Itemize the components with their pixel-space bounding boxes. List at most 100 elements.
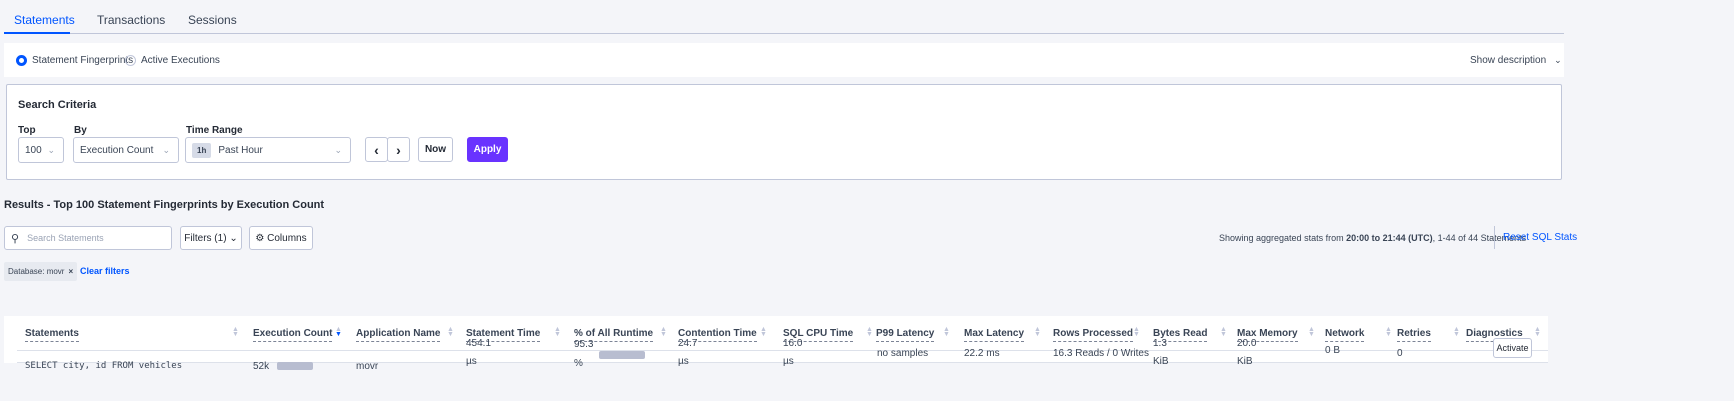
by-value: Execution Count	[80, 144, 154, 156]
search-icon: ⚲	[11, 232, 20, 245]
sort-icon[interactable]: ▲ ▼	[447, 326, 454, 338]
chevron-down-icon: ⌄	[229, 232, 238, 244]
cell-application: movr	[356, 361, 379, 372]
column-header[interactable]: Bytes Read	[1153, 328, 1208, 342]
cell-retries: 0	[1397, 348, 1403, 359]
time-back-button[interactable]: ‹	[365, 137, 388, 162]
chevron-left-icon: ‹	[374, 141, 379, 158]
show-description-toggle[interactable]: Show description ⌄	[1470, 55, 1562, 66]
cell-pct-unit: %	[574, 358, 583, 369]
time-forward-button[interactable]: ›	[387, 137, 410, 162]
cell-p99: no samples	[877, 348, 929, 359]
top-select[interactable]: 100 ⌄	[18, 137, 64, 163]
cell-network: 0 B	[1325, 345, 1341, 356]
search-placeholder: Search Statements	[27, 233, 104, 243]
stats-summary: Showing aggregated stats from 20:00 to 2…	[1219, 233, 1526, 243]
cell-contention: 24.7	[678, 338, 698, 349]
cell-statement-time: 454.1	[466, 338, 492, 349]
cell-max-memory: 20.0	[1237, 338, 1257, 349]
statements-table: Statements ▲ ▼ Execution Count ▲ ▼ Application…	[4, 316, 1548, 372]
column-header[interactable]: % of All Runtime	[574, 328, 654, 342]
sort-icon[interactable]: ▲ ▼	[1133, 326, 1140, 338]
table-row[interactable]: SELECT city, id FROM vehicles 52k movr 4…	[17, 338, 1548, 372]
sort-icon[interactable]: ▲ ▼	[1385, 326, 1392, 338]
column-header[interactable]: Execution Count	[253, 328, 333, 342]
top-label: Top	[18, 125, 36, 136]
chevron-down-icon: ⌄	[47, 145, 55, 155]
cell-cpu: 16.0	[783, 338, 803, 349]
column-header[interactable]: P99 Latency	[876, 328, 935, 342]
cell-contention-unit: µs	[678, 356, 689, 367]
sort-icon[interactable]: ▲ ▼	[660, 326, 667, 338]
sort-icon[interactable]: ▲ ▼	[1453, 326, 1460, 338]
row-divider	[17, 362, 1548, 363]
cell-rows-processed: 16.3 Reads / 0 Writes	[1053, 348, 1149, 359]
radio-selected-icon	[16, 55, 27, 66]
stats-range: 20:00 to 21:44 (UTC)	[1346, 233, 1433, 243]
tab-divider	[4, 33, 1564, 34]
cell-statement[interactable]: SELECT city, id FROM vehicles	[25, 361, 183, 371]
cell-bytes-read: 1.3	[1153, 338, 1167, 349]
column-header[interactable]: SQL CPU Time	[783, 328, 854, 342]
tab-statements[interactable]: Statements	[14, 13, 75, 27]
cell-max-latency: 22.2 ms	[964, 348, 1000, 359]
apply-button[interactable]: Apply	[467, 137, 508, 162]
filter-chip-label: Database: movr	[8, 267, 65, 276]
view-mode-bar: Statement Fingerprints Active Executions…	[4, 43, 1564, 77]
sort-icon[interactable]: ▲ ▼	[760, 326, 767, 338]
cell-statement-time-unit: µs	[466, 356, 477, 367]
chevron-right-icon: ›	[396, 141, 401, 158]
radio-statement-fingerprints[interactable]: Statement Fingerprints	[16, 55, 133, 66]
runtime-bar	[599, 351, 645, 359]
now-button[interactable]: Now	[418, 137, 453, 162]
column-header[interactable]: Statements	[25, 328, 79, 342]
tab-sessions[interactable]: Sessions	[188, 13, 237, 27]
execution-count-bar	[277, 362, 313, 370]
clear-filters-link[interactable]: Clear filters	[80, 266, 130, 276]
search-criteria-title: Search Criteria	[18, 99, 97, 111]
column-header[interactable]: Statement Time	[466, 328, 541, 342]
search-criteria-panel: Search Criteria Top By Time Range 100 ⌄ E…	[6, 84, 1562, 180]
column-header[interactable]: Network	[1325, 328, 1365, 342]
cell-cpu-unit: µs	[783, 356, 794, 367]
radio-label: Statement Fingerprints	[32, 55, 134, 66]
by-select[interactable]: Execution Count ⌄	[73, 137, 179, 163]
sort-icon[interactable]: ▲ ▼	[335, 326, 342, 338]
sort-icon[interactable]: ▲ ▼	[1308, 326, 1315, 338]
column-header[interactable]: Rows Processed	[1053, 328, 1134, 342]
column-header[interactable]: Retries	[1397, 328, 1431, 342]
filters-button[interactable]: Filters (1) ⌄	[180, 226, 242, 250]
cell-pct-runtime: 95.3	[574, 339, 594, 350]
filter-chip-database: Database: movr ×	[4, 262, 78, 281]
columns-button[interactable]: ⚙ Columns	[249, 226, 313, 250]
columns-label: Columns	[267, 232, 307, 244]
sort-icon[interactable]: ▲ ▼	[1534, 326, 1541, 338]
tab-transactions[interactable]: Transactions	[97, 13, 166, 27]
time-range-select[interactable]: 1h Past Hour ⌄	[185, 137, 351, 163]
cell-bytes-read-unit: KiB	[1153, 356, 1169, 367]
column-header[interactable]: Max Memory	[1237, 328, 1298, 342]
time-badge: 1h	[192, 142, 212, 158]
cell-execution-count: 52k	[253, 361, 270, 372]
sort-icon[interactable]: ▲ ▼	[232, 326, 239, 338]
sort-icon[interactable]: ▲ ▼	[1034, 326, 1041, 338]
show-description-label: Show description	[1470, 55, 1547, 66]
sort-icon[interactable]: ▲ ▼	[1220, 326, 1227, 338]
column-header[interactable]: Max Latency	[964, 328, 1025, 342]
sort-icon[interactable]: ▲ ▼	[943, 326, 950, 338]
radio-unselected-icon	[125, 55, 136, 66]
top-value: 100	[25, 144, 42, 156]
activate-diagnostics-button[interactable]: Activate	[1493, 338, 1532, 358]
time-range-label: Time Range	[186, 125, 243, 136]
chevron-down-icon: ⌄	[1554, 55, 1562, 65]
column-header[interactable]: Contention Time	[678, 328, 757, 342]
sort-icon[interactable]: ▲ ▼	[554, 326, 561, 338]
reset-sql-stats-link[interactable]: Reset SQL Stats	[1503, 232, 1578, 243]
search-statements-input[interactable]: ⚲ Search Statements	[4, 226, 172, 250]
gear-icon: ⚙	[255, 232, 265, 244]
stats-prefix: Showing aggregated stats from	[1219, 233, 1347, 243]
radio-active-executions[interactable]: Active Executions	[125, 55, 220, 66]
column-header[interactable]: Application Name	[356, 328, 441, 342]
close-icon[interactable]: ×	[68, 267, 74, 276]
sort-icon[interactable]: ▲ ▼	[866, 326, 873, 338]
